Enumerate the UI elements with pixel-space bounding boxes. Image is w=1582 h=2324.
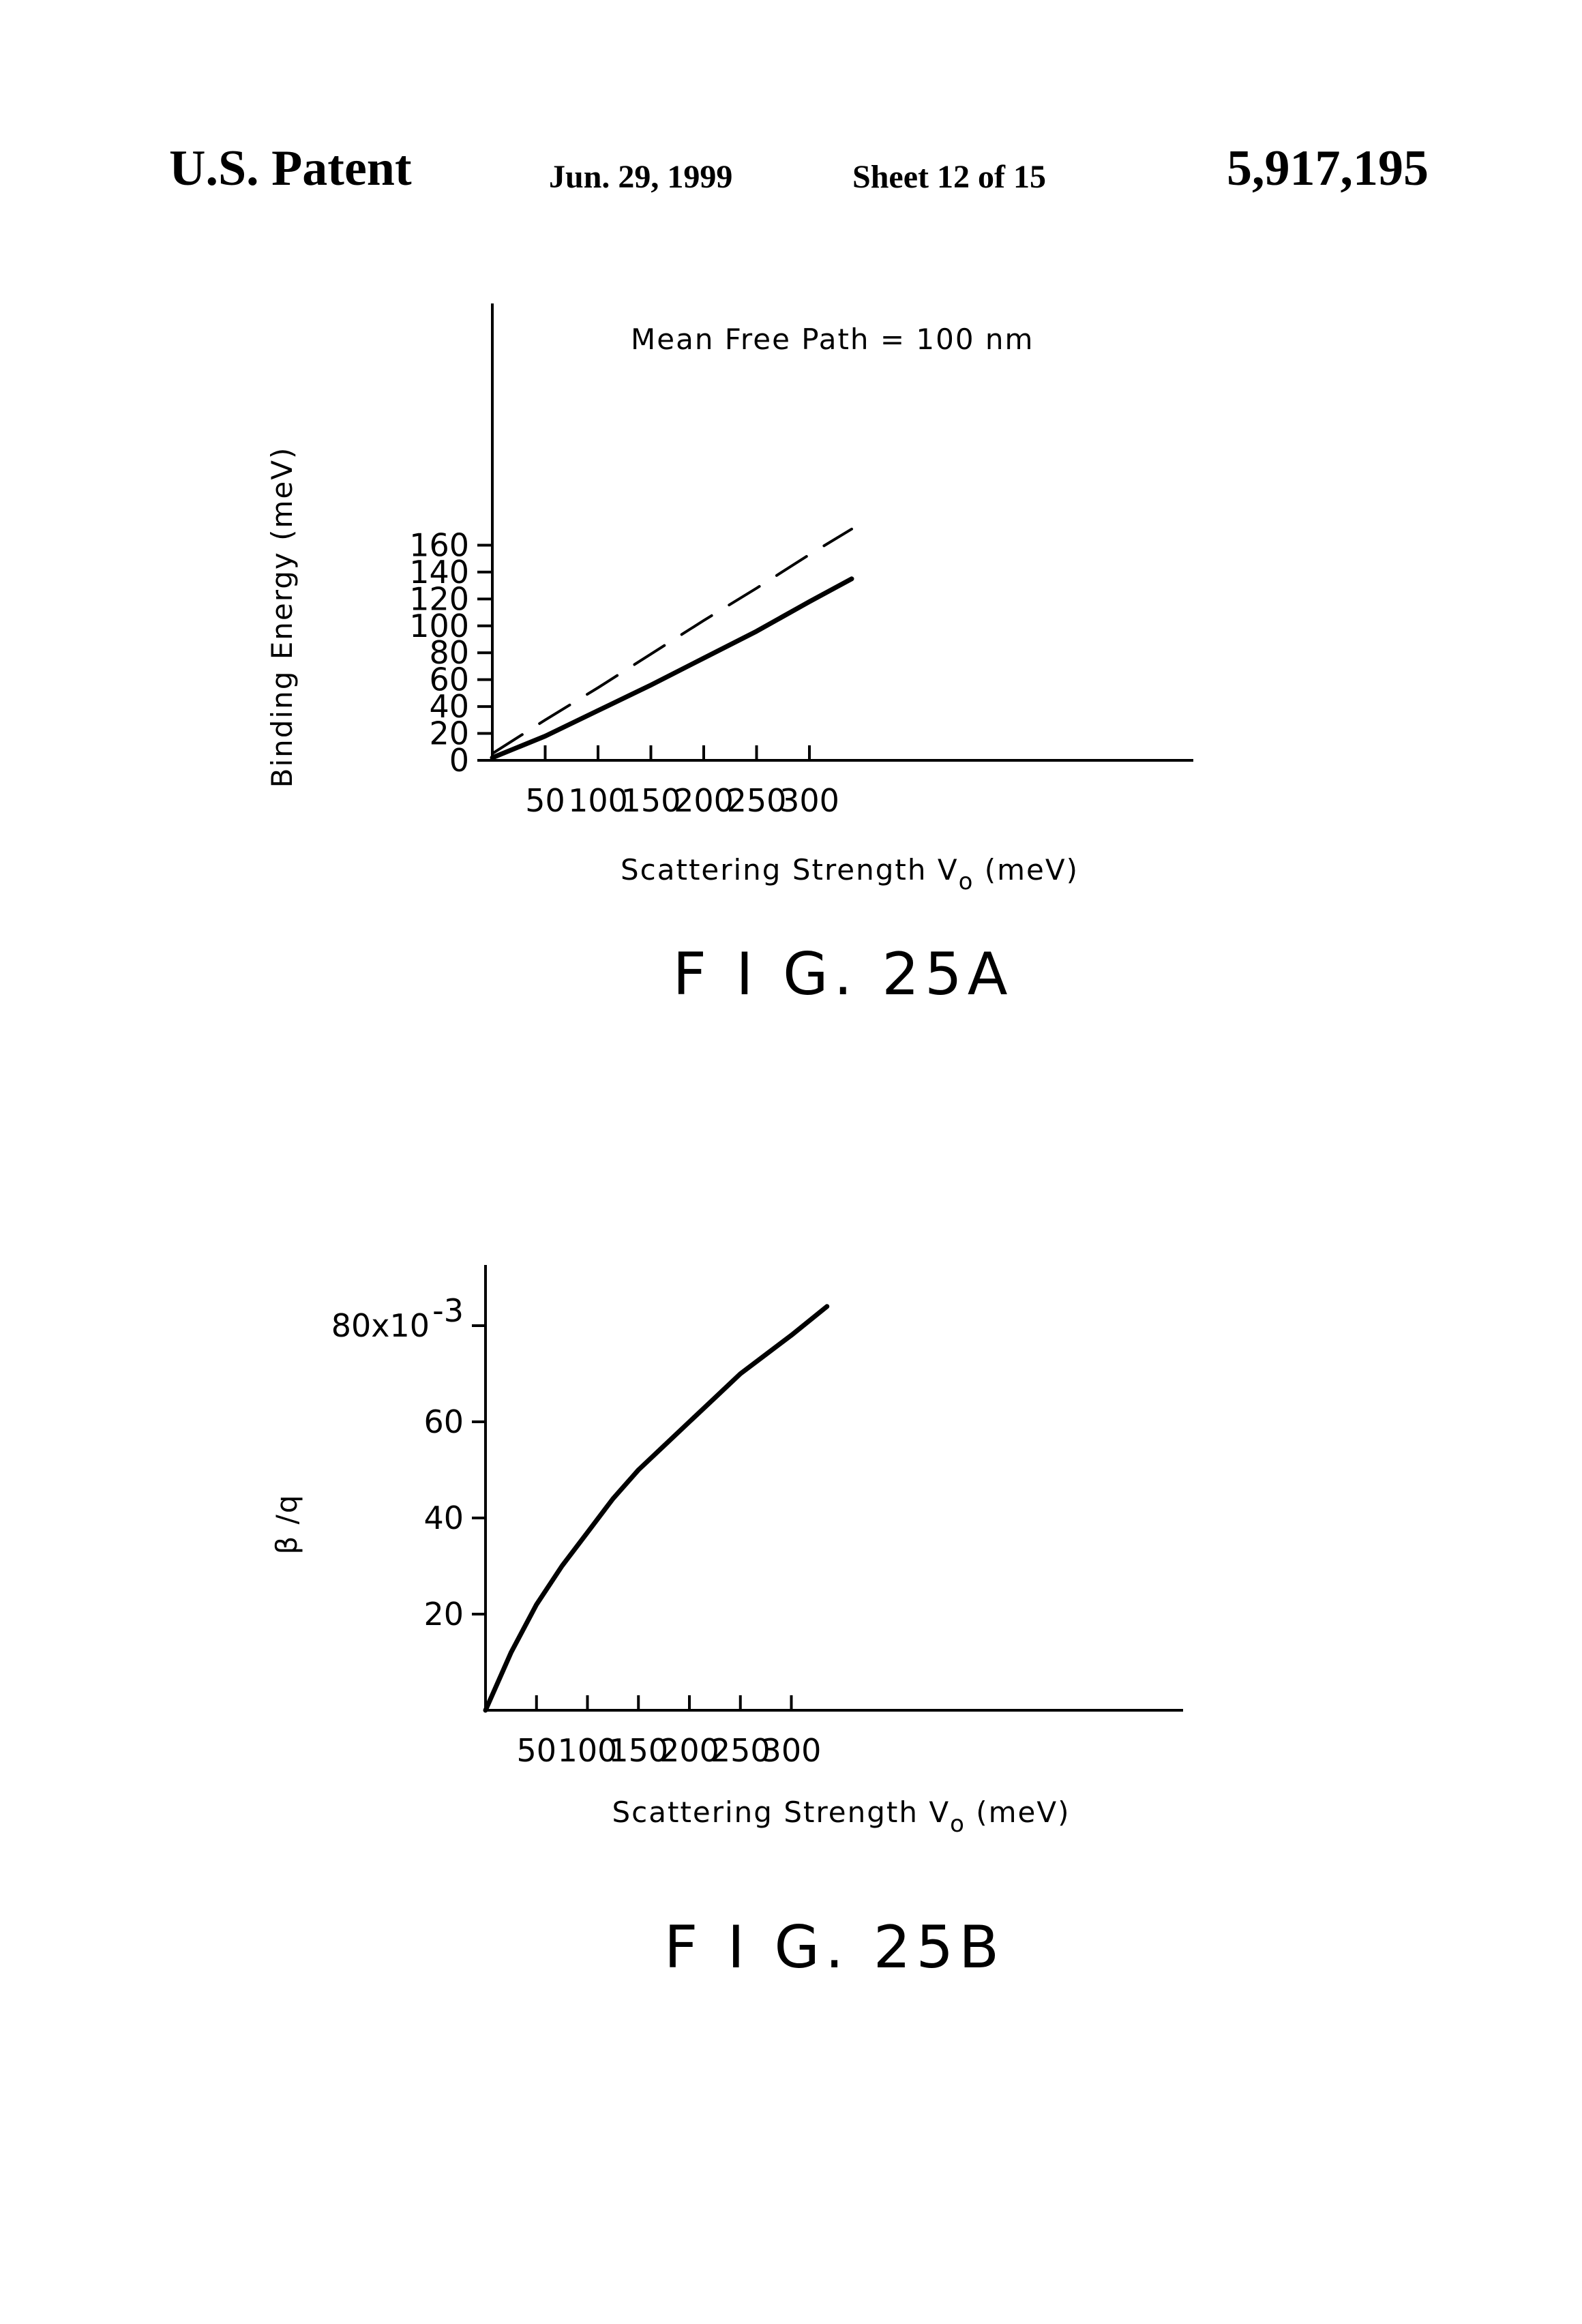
fig25b-series-solid-line — [486, 1307, 827, 1710]
fig25a-x-tick-label: 150 — [621, 782, 681, 819]
fig25a-caption: F I G. 25A — [672, 940, 1013, 1009]
fig25a-x-tick-label: 250 — [727, 782, 787, 819]
fig25b-y-tick-label: 80x10 — [331, 1307, 430, 1344]
fig25b-y-label: β /q — [270, 1494, 303, 1555]
fig25a-y-tick-label: 160 — [409, 526, 469, 563]
fig25a-x-tick-label: 100 — [568, 782, 628, 819]
fig25b-x-label: Scattering Strength Vo (meV) — [612, 1796, 1070, 1838]
fig25b-x-tick-label: 50 — [516, 1732, 556, 1769]
fig25b-caption: F I G. 25B — [664, 1913, 1004, 1982]
fig25a-x-tick-label: 200 — [674, 782, 734, 819]
fig25b-x-tick-label: 300 — [762, 1732, 822, 1769]
fig25a-annotation: Mean Free Path = 100 nm — [631, 323, 1034, 356]
fig25b-y-tick-label: 60 — [423, 1403, 464, 1440]
fig25a-series-dashed-line — [492, 529, 852, 754]
fig25a-y-label: Binding Energy (meV) — [265, 447, 299, 788]
fig25b-y-exponent: -3 — [432, 1292, 464, 1329]
fig25b-y-tick-label: 40 — [423, 1500, 464, 1536]
fig25a-x-tick-label: 50 — [525, 782, 565, 819]
fig25b-y-tick-label: 20 — [423, 1596, 464, 1633]
fig25a-x-tick-label: 300 — [779, 782, 839, 819]
fig25a-series-solid-line — [492, 579, 852, 758]
fig25a-x-label: Scattering Strength Vo (meV) — [621, 853, 1079, 895]
